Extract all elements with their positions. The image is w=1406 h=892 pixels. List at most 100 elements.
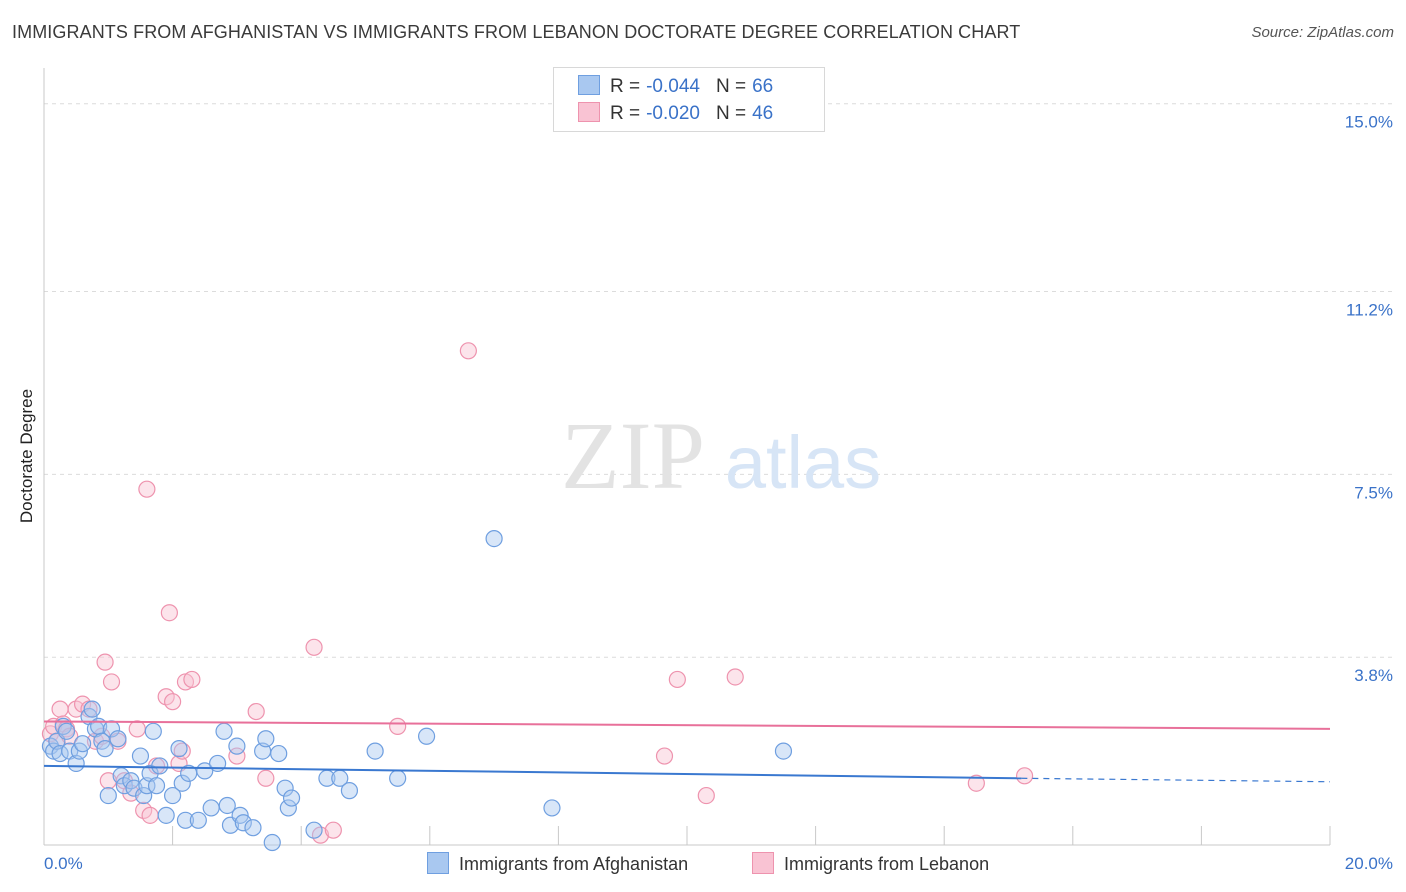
bottom-legend-lebanon[interactable]: Immigrants from Lebanon bbox=[752, 852, 989, 875]
trend-line-lebanon bbox=[43, 720, 1331, 730]
point-lebanon bbox=[173, 742, 191, 760]
point-afghanistan bbox=[99, 786, 117, 805]
legend-n-label: N = bbox=[715, 76, 747, 97]
legend-row-lebanon: R = -0.020 N = 46 bbox=[578, 102, 773, 126]
point-afghanistan bbox=[189, 811, 207, 829]
point-lebanon bbox=[324, 821, 342, 839]
point-afghanistan bbox=[228, 737, 246, 755]
point-afghanistan bbox=[57, 722, 76, 740]
point-lebanon bbox=[164, 693, 182, 711]
point-afghanistan bbox=[196, 762, 214, 780]
point-afghanistan bbox=[244, 819, 262, 837]
source-label: Source: ZipAtlas.com bbox=[1251, 24, 1394, 41]
point-afghanistan bbox=[176, 811, 195, 829]
trend-line-afghanistan bbox=[43, 764, 1022, 780]
point-lebanon bbox=[389, 717, 407, 735]
point-lebanon bbox=[668, 670, 686, 689]
point-lebanon bbox=[305, 638, 323, 656]
legend-n-value-afghanistan: 66 bbox=[752, 76, 774, 97]
bottom-legend-label-lebanon: Immigrants from Lebanon bbox=[784, 854, 990, 874]
point-lebanon bbox=[247, 702, 265, 721]
point-lebanon bbox=[183, 670, 201, 689]
point-afghanistan bbox=[215, 722, 233, 740]
point-lebanon bbox=[257, 769, 275, 787]
point-afghanistan bbox=[202, 799, 220, 817]
chart-title: IMMIGRANTS FROM AFGHANISTAN VS IMMIGRANT… bbox=[12, 22, 1021, 42]
point-afghanistan bbox=[96, 740, 114, 758]
bottom-legend-swatch-lebanon bbox=[752, 852, 774, 874]
legend-n-label: N = bbox=[715, 103, 747, 124]
legend-n-value-lebanon: 46 bbox=[752, 103, 774, 124]
y-tick-label: 11.2% bbox=[1346, 301, 1393, 320]
point-lebanon bbox=[967, 774, 985, 792]
point-lebanon bbox=[655, 747, 674, 765]
legend-r-value-lebanon: -0.020 bbox=[646, 103, 700, 124]
series-afghanistan bbox=[41, 529, 793, 852]
point-afghanistan bbox=[83, 700, 101, 718]
point-afghanistan bbox=[417, 727, 436, 745]
point-afghanistan bbox=[282, 789, 301, 807]
point-afghanistan bbox=[279, 799, 297, 817]
legend-r-label: R = bbox=[610, 103, 641, 124]
point-afghanistan bbox=[109, 730, 127, 748]
point-afghanistan bbox=[270, 744, 288, 763]
point-lebanon bbox=[160, 604, 178, 622]
point-afghanistan bbox=[366, 742, 384, 760]
point-lebanon bbox=[459, 342, 477, 360]
point-afghanistan bbox=[173, 774, 191, 792]
watermark: ZIP atlas bbox=[561, 402, 881, 509]
y-tick-label: 3.8% bbox=[1354, 666, 1393, 685]
point-afghanistan bbox=[151, 757, 169, 775]
axes bbox=[43, 68, 1331, 846]
point-afghanistan bbox=[144, 722, 162, 740]
correlation-legend: R = -0.044 N = 66 R = -0.020 N = 46 bbox=[553, 67, 825, 132]
grid bbox=[44, 103, 1392, 658]
point-lebanon bbox=[141, 806, 159, 824]
bottom-legend-label-afghanistan: Immigrants from Afghanistan bbox=[459, 854, 689, 874]
point-lebanon bbox=[697, 786, 715, 805]
point-lebanon bbox=[228, 747, 246, 765]
legend-swatch-afghanistan bbox=[578, 75, 600, 95]
point-afghanistan bbox=[157, 806, 175, 824]
bottom-legend-swatch-afghanistan bbox=[427, 852, 449, 874]
point-lebanon bbox=[138, 480, 156, 498]
watermark-atlas: atlas bbox=[725, 421, 881, 504]
point-afghanistan bbox=[73, 735, 92, 753]
point-lebanon bbox=[61, 727, 79, 745]
point-afghanistan bbox=[257, 730, 275, 748]
point-lebanon bbox=[128, 720, 146, 738]
point-afghanistan bbox=[340, 782, 359, 800]
point-lebanon bbox=[1015, 767, 1034, 785]
point-afghanistan bbox=[131, 747, 150, 765]
point-lebanon bbox=[96, 653, 114, 671]
point-afghanistan bbox=[147, 777, 166, 795]
legend-r-value-afghanistan: -0.044 bbox=[646, 76, 700, 97]
point-afghanistan bbox=[305, 821, 323, 839]
point-afghanistan bbox=[276, 779, 294, 797]
y-tick-label: 7.5% bbox=[1354, 483, 1393, 502]
x-tick-label-max: 20.0% bbox=[1345, 854, 1393, 873]
x-tick-label-min: 0.0% bbox=[44, 854, 83, 873]
y-tick-label: 15.0% bbox=[1345, 113, 1393, 132]
point-afghanistan bbox=[170, 740, 188, 758]
point-lebanon bbox=[726, 668, 744, 686]
point-afghanistan bbox=[164, 786, 182, 805]
legend-row-afghanistan: R = -0.044 N = 66 bbox=[578, 75, 773, 99]
point-afghanistan bbox=[218, 796, 236, 815]
point-afghanistan bbox=[135, 786, 153, 805]
point-lebanon bbox=[102, 673, 121, 691]
tick-labels: 3.8% 7.5% 11.2% 15.0% 0.0% 20.0% bbox=[44, 113, 1393, 873]
point-afghanistan bbox=[234, 814, 252, 832]
trend-line-afghanistan-extension bbox=[1021, 777, 1331, 783]
point-afghanistan bbox=[485, 529, 503, 548]
legend-r-label: R = bbox=[610, 76, 641, 97]
series-lebanon bbox=[41, 342, 1034, 844]
point-lebanon bbox=[51, 700, 69, 718]
point-afghanistan bbox=[543, 799, 561, 817]
bottom-legend-afghanistan[interactable]: Immigrants from Afghanistan bbox=[427, 852, 688, 875]
point-afghanistan bbox=[263, 833, 281, 852]
point-afghanistan bbox=[774, 742, 793, 760]
legend-swatch-lebanon bbox=[578, 102, 600, 122]
trend-lines bbox=[43, 720, 1331, 783]
